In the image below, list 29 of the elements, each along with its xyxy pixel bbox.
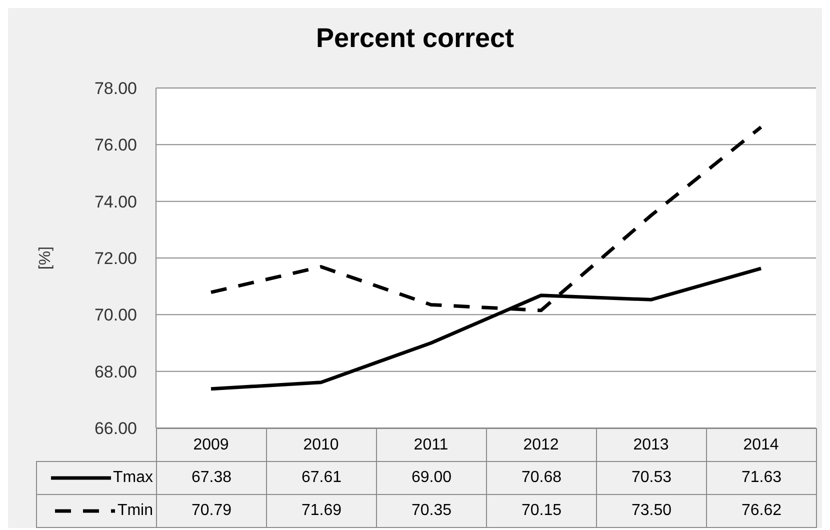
y-axis-title: [%] <box>36 246 54 270</box>
data-label: 70.35 <box>376 494 487 528</box>
data-label: 67.38 <box>156 461 267 495</box>
x-tick-label: 2014 <box>743 436 779 454</box>
data-label: 70.68 <box>486 461 597 495</box>
data-label: 71.69 <box>266 494 377 528</box>
data-label: 69.00 <box>376 461 487 495</box>
y-tick-label: 70.00 <box>94 306 137 325</box>
data-label: 76.62 <box>706 494 817 528</box>
data-label: 71.63 <box>706 461 817 495</box>
y-tick-label: 78.00 <box>94 79 137 98</box>
y-tick-label: 66.00 <box>94 419 137 438</box>
y-tick-label: 74.00 <box>94 192 137 212</box>
y-tick-label: 72.00 <box>94 249 137 268</box>
data-label: 70.53 <box>596 461 707 495</box>
legend-label: Tmax <box>113 469 153 487</box>
x-tick-label: 2012 <box>523 436 559 454</box>
x-tick-label: 2010 <box>303 436 339 454</box>
x-tick-label: 2013 <box>633 436 669 454</box>
data-label: 70.79 <box>156 494 267 528</box>
data-label: 70.15 <box>486 494 597 528</box>
data-label: 67.61 <box>266 461 377 495</box>
chart-title: Percent correct <box>314 22 516 55</box>
legend-label: Tmin <box>117 502 153 520</box>
y-tick-label: 68.00 <box>94 362 137 382</box>
data-label: 73.50 <box>596 494 707 528</box>
y-tick-label: 76.00 <box>94 136 137 155</box>
x-tick-label: 2009 <box>193 436 229 454</box>
x-tick-label: 2011 <box>414 436 448 454</box>
